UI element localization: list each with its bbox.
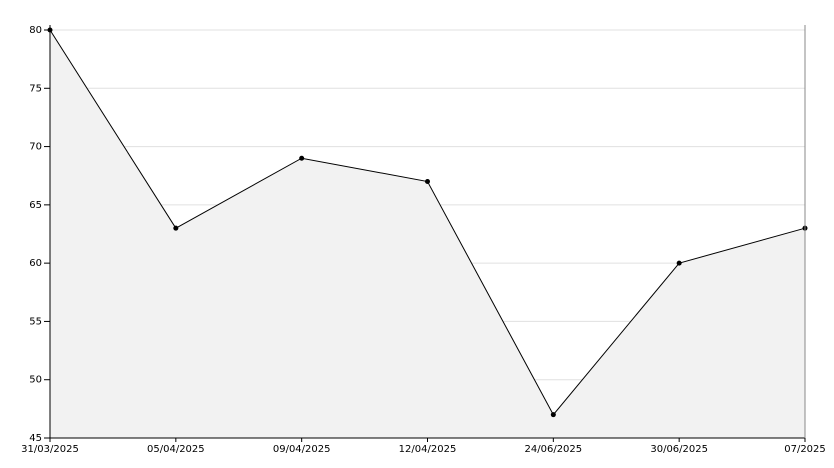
x-tick-label: 12/04/2025 xyxy=(399,444,457,455)
y-tick-label: 75 xyxy=(29,83,42,94)
y-tick-label: 65 xyxy=(29,200,42,211)
area xyxy=(50,30,805,438)
x-tick-label: 05/04/2025 xyxy=(147,444,205,455)
y-tick-label: 60 xyxy=(29,258,42,269)
x-tick-label: 07/2025 xyxy=(784,444,826,455)
y-tick-label: 45 xyxy=(29,433,42,444)
x-tick-label: 09/04/2025 xyxy=(273,444,331,455)
point xyxy=(550,412,556,418)
y-tick-label: 80 xyxy=(29,25,42,36)
point xyxy=(425,179,430,185)
y-tick-label: 50 xyxy=(29,375,42,386)
x-tick-label: 30/06/2025 xyxy=(650,444,708,455)
y-tick-label: 55 xyxy=(29,316,42,327)
x-tick-label: 24/06/2025 xyxy=(525,444,583,455)
point xyxy=(299,155,305,161)
x-tick-label: 31/03/2025 xyxy=(21,444,79,455)
point xyxy=(173,225,179,231)
y-tick-label: 70 xyxy=(29,142,42,153)
point xyxy=(676,260,682,266)
